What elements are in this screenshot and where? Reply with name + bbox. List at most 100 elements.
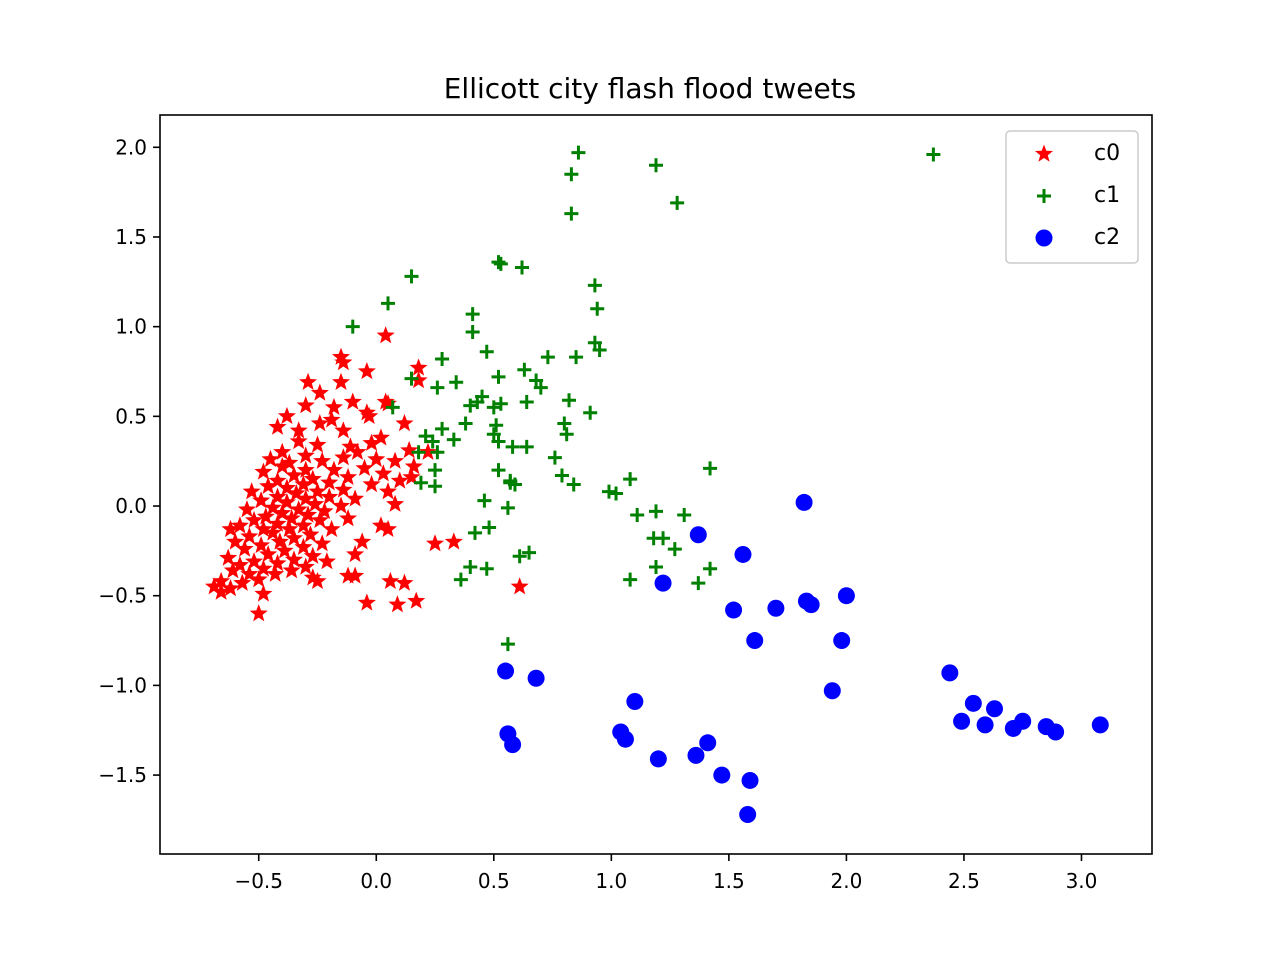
point-c1 <box>515 260 530 275</box>
y-tick-label: 0.0 <box>115 494 147 518</box>
plot-frame <box>159 114 1153 855</box>
point-c1 <box>435 421 450 436</box>
point-c1 <box>425 434 440 449</box>
legend-marker-c2 <box>1035 229 1053 247</box>
point-c0 <box>205 577 224 595</box>
legend-marker-symbol-c0 <box>1034 144 1054 162</box>
point-c0 <box>296 396 315 414</box>
point-c0 <box>400 440 419 459</box>
point-c1 <box>493 396 508 411</box>
point-c0 <box>277 406 296 425</box>
point-c1 <box>479 344 494 359</box>
point-c0 <box>322 410 341 428</box>
point-c1 <box>453 572 468 587</box>
point-c2 <box>795 493 813 511</box>
point-c1 <box>547 450 562 465</box>
point-c2 <box>739 806 757 824</box>
point-c2 <box>741 771 759 789</box>
point-c1 <box>540 350 555 365</box>
point-c1 <box>649 504 663 519</box>
point-c0 <box>371 428 390 446</box>
point-c0 <box>348 442 367 460</box>
point-c1 <box>670 195 685 210</box>
point-c1 <box>404 269 419 284</box>
legend-marker-c0 <box>1034 144 1054 162</box>
point-c0 <box>244 510 264 529</box>
point-c1 <box>465 307 480 322</box>
point-c0 <box>324 460 343 478</box>
point-c1 <box>385 400 400 415</box>
point-c0 <box>409 358 428 376</box>
point-c0 <box>230 555 249 573</box>
point-c0 <box>221 519 240 538</box>
point-c0 <box>233 573 252 591</box>
point-c0 <box>263 498 282 516</box>
point-c1 <box>500 637 515 652</box>
point-c0 <box>353 532 372 550</box>
point-c1 <box>557 416 572 431</box>
point-c0 <box>395 414 414 432</box>
point-c0 <box>273 503 292 521</box>
point-c1 <box>667 542 682 557</box>
x-tick-label: 0.0 <box>360 869 392 893</box>
point-c1 <box>926 147 941 162</box>
point-c0 <box>240 564 259 582</box>
point-c0 <box>374 464 393 482</box>
point-c0 <box>273 457 292 475</box>
point-c1 <box>411 445 426 460</box>
point-c1 <box>404 371 419 386</box>
x-tick-label: 1.5 <box>713 869 745 893</box>
point-c1 <box>571 145 586 160</box>
point-c0 <box>378 482 398 500</box>
point-c1 <box>446 432 461 447</box>
point-c0 <box>249 604 268 622</box>
point-c0 <box>322 519 341 538</box>
point-c2 <box>1091 716 1109 734</box>
point-c0 <box>371 516 390 534</box>
point-c0 <box>510 577 529 595</box>
point-c0 <box>418 442 438 460</box>
point-c2 <box>687 746 705 764</box>
point-c1 <box>533 380 548 395</box>
point-c1 <box>435 351 450 366</box>
point-c0 <box>256 507 275 525</box>
point-c1 <box>345 319 360 334</box>
x-tick-label: −0.5 <box>234 869 283 893</box>
point-c2 <box>654 574 672 592</box>
y-tick-label: −0.5 <box>98 584 147 608</box>
point-c2 <box>746 632 764 650</box>
legend-marker-symbol-c2 <box>1035 229 1053 247</box>
y-tick-label: 2.0 <box>115 135 147 159</box>
point-c0 <box>252 491 271 509</box>
point-c0 <box>367 449 386 468</box>
y-tick-label: 0.5 <box>115 404 147 428</box>
point-c2 <box>616 730 634 748</box>
point-c2 <box>497 662 515 680</box>
point-c2 <box>823 682 841 700</box>
point-c1 <box>413 475 428 490</box>
point-c0 <box>331 496 351 514</box>
point-c1 <box>479 561 494 576</box>
point-c0 <box>294 537 313 555</box>
point-c2 <box>504 736 522 754</box>
point-c1 <box>630 507 645 522</box>
point-c0 <box>268 487 287 505</box>
point-c1 <box>691 576 706 591</box>
point-c0 <box>254 559 273 577</box>
point-c2 <box>649 750 667 768</box>
point-c0 <box>324 397 343 416</box>
point-c0 <box>235 539 254 557</box>
point-c2 <box>1047 723 1065 741</box>
legend-label-c2: c2 <box>1094 225 1120 250</box>
point-c1 <box>493 256 508 271</box>
point-c0 <box>402 467 421 486</box>
point-c2 <box>626 693 644 711</box>
point-c2 <box>976 716 994 734</box>
point-c1 <box>592 342 607 357</box>
point-c0 <box>346 544 365 563</box>
point-c0 <box>310 510 329 529</box>
point-c1 <box>703 461 718 476</box>
chart-title: Ellicott city flash flood tweets <box>444 72 857 105</box>
data-points <box>205 145 1109 824</box>
